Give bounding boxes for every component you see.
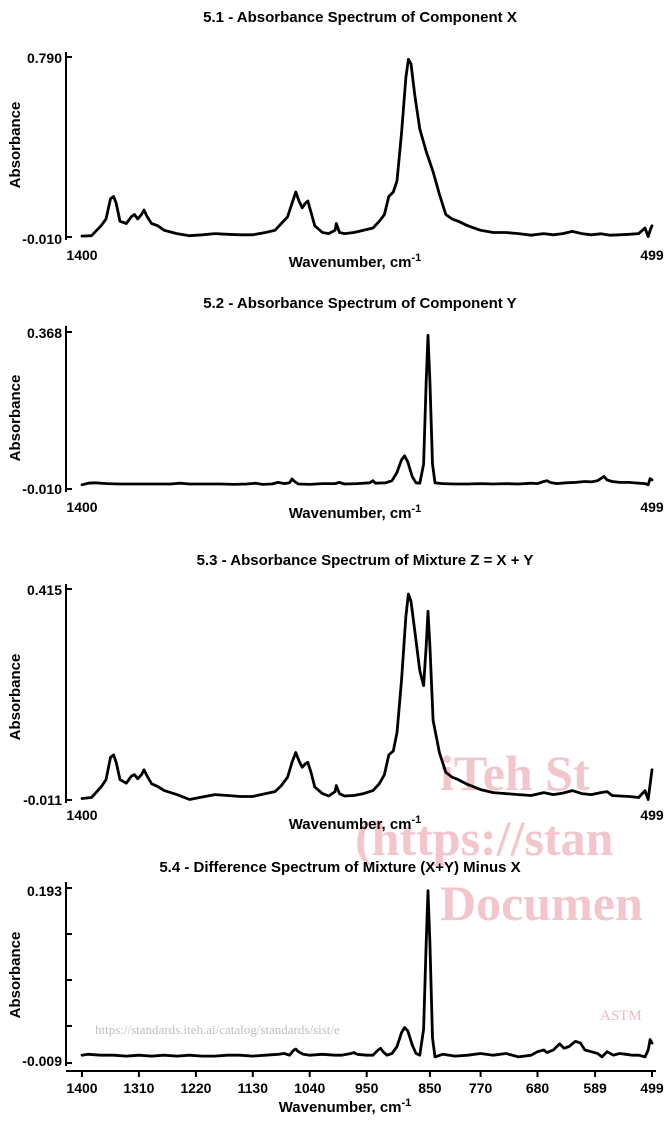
- x-tick-label: 499: [640, 499, 664, 515]
- chart-title: 5.4 - Difference Spectrum of Mixture (X+…: [159, 859, 520, 876]
- spectrum-line: [80, 592, 654, 801]
- watermark-line-3: Documen: [440, 875, 643, 931]
- x-tick-label: 950: [355, 1080, 379, 1096]
- x-tick-label: 499: [640, 247, 664, 263]
- x-tick-label: 589: [583, 1080, 607, 1096]
- panel-5-1: 5.1 - Absorbance Spectrum of Component X…: [7, 9, 664, 271]
- chart-title: 5.1 - Absorbance Spectrum of Component X: [203, 9, 517, 26]
- x-tick-label: 680: [526, 1080, 550, 1096]
- x-tick-label: 1040: [294, 1080, 325, 1096]
- x-tick-label: 499: [640, 807, 664, 823]
- chart-title: 5.3 - Absorbance Spectrum of Mixture Z =…: [197, 552, 534, 569]
- watermark-line-2: (https://stan: [355, 810, 614, 866]
- x-tick-label: 1400: [66, 1080, 97, 1096]
- x-axis-label: Wavenumber, cm-1: [289, 252, 422, 271]
- x-axis-label-unit: -1: [412, 503, 422, 515]
- x-axis-label-unit: -1: [412, 814, 422, 826]
- spectrum-line: [80, 57, 654, 238]
- x-axis-label-unit: -1: [412, 252, 422, 264]
- y-tick-label: -0.011: [23, 792, 62, 808]
- y-axis-label: Absorbance: [7, 102, 24, 189]
- panel-5-4: 5.4 - Difference Spectrum of Mixture (X+…: [7, 859, 664, 1116]
- x-tick-label: 850: [418, 1080, 442, 1096]
- watermark-code: ASTM: [600, 1008, 642, 1024]
- y-axis-label: Absorbance: [7, 932, 24, 1019]
- x-tick-label: 1220: [180, 1080, 211, 1096]
- y-tick-label: -0.009: [22, 1053, 62, 1069]
- x-axis-label: Wavenumber, cm-1: [289, 503, 422, 522]
- y-tick-label: 0.415: [27, 582, 62, 598]
- x-tick-label: 770: [469, 1080, 493, 1096]
- y-tick-label: -0.010: [22, 481, 62, 497]
- x-tick-label: 1400: [66, 247, 97, 263]
- chart-title: 5.2 - Absorbance Spectrum of Component Y: [203, 295, 516, 312]
- x-tick-label: 1310: [123, 1080, 154, 1096]
- y-tick-label: 0.193: [27, 883, 62, 899]
- y-tick-label: 0.368: [27, 325, 62, 341]
- x-tick-label: 1130: [238, 1080, 269, 1096]
- x-tick-label: 1400: [66, 807, 97, 823]
- y-axis-label: Absorbance: [7, 375, 24, 462]
- x-tick-label: 1400: [66, 499, 97, 515]
- watermark: iTeh St (https://stan Documen ASTM https…: [95, 745, 643, 1037]
- spectrum-line: [80, 333, 654, 487]
- spectrum-line: [80, 889, 654, 1059]
- y-tick-label: -0.010: [22, 231, 62, 247]
- x-axis-label-text: Wavenumber, cm: [279, 1099, 402, 1116]
- y-tick-label: 0.790: [27, 50, 62, 66]
- x-axis-label-text: Wavenumber, cm: [289, 816, 412, 833]
- y-axis-label: Absorbance: [7, 654, 24, 741]
- watermark-url: https://standards.iteh.ai/catalog/standa…: [95, 1022, 340, 1037]
- x-tick-label: 499: [640, 1080, 664, 1096]
- x-axis-label: Wavenumber, cm-1: [289, 814, 422, 833]
- panel-5-3: 5.3 - Absorbance Spectrum of Mixture Z =…: [7, 552, 664, 833]
- x-axis-label: Wavenumber, cm-1: [279, 1097, 412, 1116]
- x-axis-ticks: 1400 1310 1220 1130 1040 950 850 770 680 589 499: [66, 1071, 664, 1096]
- x-axis-label-unit: -1: [402, 1097, 412, 1109]
- x-axis-label-text: Wavenumber, cm: [289, 254, 412, 271]
- x-axis-label-text: Wavenumber, cm: [289, 505, 412, 522]
- panel-5-2: 5.2 - Absorbance Spectrum of Component Y…: [7, 295, 664, 522]
